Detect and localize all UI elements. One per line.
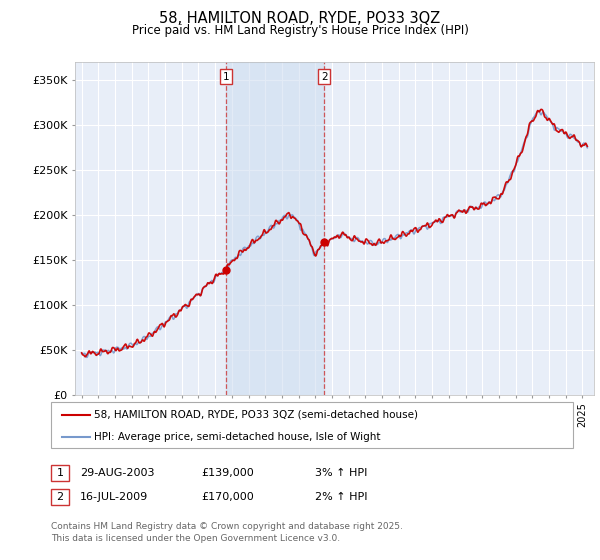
- Text: £139,000: £139,000: [201, 468, 254, 478]
- Text: 1: 1: [56, 468, 64, 478]
- Text: HPI: Average price, semi-detached house, Isle of Wight: HPI: Average price, semi-detached house,…: [94, 432, 381, 441]
- Bar: [226, 62, 325, 395]
- Text: 58, HAMILTON ROAD, RYDE, PO33 3QZ: 58, HAMILTON ROAD, RYDE, PO33 3QZ: [160, 11, 440, 26]
- Text: 29-AUG-2003: 29-AUG-2003: [80, 468, 154, 478]
- Text: 3% ↑ HPI: 3% ↑ HPI: [315, 468, 367, 478]
- Text: 2: 2: [56, 492, 64, 502]
- Text: 2% ↑ HPI: 2% ↑ HPI: [315, 492, 367, 502]
- Text: 2: 2: [321, 72, 328, 82]
- Text: Contains HM Land Registry data © Crown copyright and database right 2025.
This d: Contains HM Land Registry data © Crown c…: [51, 522, 403, 543]
- Text: 58, HAMILTON ROAD, RYDE, PO33 3QZ (semi-detached house): 58, HAMILTON ROAD, RYDE, PO33 3QZ (semi-…: [94, 410, 418, 420]
- Text: Price paid vs. HM Land Registry's House Price Index (HPI): Price paid vs. HM Land Registry's House …: [131, 24, 469, 36]
- Text: 1: 1: [223, 72, 230, 82]
- Text: 16-JUL-2009: 16-JUL-2009: [80, 492, 148, 502]
- Text: £170,000: £170,000: [201, 492, 254, 502]
